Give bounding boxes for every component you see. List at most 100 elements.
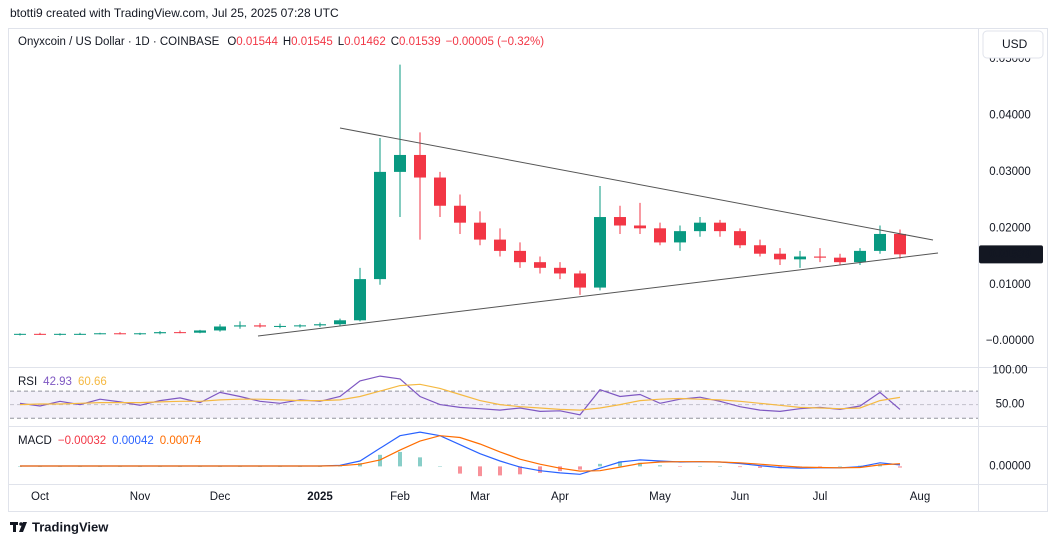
legend: MACD −0.00032 0.00042 0.00074 (18, 435, 202, 447)
brand: TradingView (32, 519, 109, 534)
candle-body (634, 225, 646, 229)
x-tick-label: Jul (813, 491, 828, 503)
macd-histogram-bar (858, 465, 862, 467)
legend: Onyxcoin / US Dollar · 1D · COINBASE O0.0… (18, 36, 544, 48)
macd-histogram-bar (58, 466, 62, 467)
x-tick-label: Feb (390, 491, 410, 503)
macd-histogram-bar (618, 461, 622, 467)
macd-histogram-bar (758, 466, 762, 468)
candle-body (694, 222, 706, 232)
macd-histogram-bar (898, 466, 902, 468)
candle-body (134, 333, 146, 335)
macd-histogram-bar (818, 466, 822, 467)
macd-histogram-bar (318, 466, 322, 467)
candle-body (774, 253, 786, 260)
candle-body (654, 228, 666, 243)
macd-histogram-bar (178, 466, 182, 467)
x-tick-label: Mar (470, 491, 490, 503)
candle-body (234, 325, 246, 327)
macd-histogram-bar (498, 466, 502, 476)
candle-body (374, 171, 386, 280)
legend-key: O (227, 36, 236, 48)
macd-histogram-bar (438, 466, 442, 467)
legend-value: 0.00042 (112, 435, 154, 447)
macd-histogram-bar (478, 466, 482, 477)
candle-body (894, 233, 906, 255)
last-price-tag (979, 245, 1043, 264)
candle-body (534, 262, 546, 268)
y-tick-label: 50.00 (996, 399, 1025, 411)
candle-body (74, 333, 86, 335)
candle-body (214, 326, 226, 331)
candle-body (734, 231, 746, 246)
y-tick-label: 0.02000 (989, 222, 1031, 234)
last-price: 0.01539 (989, 248, 1031, 260)
candle-body (674, 231, 686, 243)
macd-histogram-bar (418, 457, 422, 467)
macd-line (20, 435, 901, 472)
macd-histogram-bar (638, 462, 642, 467)
candle-body (254, 325, 266, 327)
legend-value: 0.01539 (399, 36, 441, 48)
candle-body (194, 330, 206, 333)
legend-key: C (391, 36, 399, 48)
candle-body (554, 267, 566, 274)
macd-histogram-bar (538, 466, 542, 473)
legend-value: 60.66 (78, 376, 107, 388)
candle-body (94, 333, 106, 335)
legend-value: 0.01544 (236, 36, 278, 48)
candle-body (174, 332, 186, 334)
trendline (339, 127, 934, 241)
candle-body (434, 177, 446, 206)
legend-title: MACD (18, 435, 52, 447)
macd-histogram-bar (838, 466, 842, 467)
macd-histogram-bar (598, 463, 602, 467)
macd-histogram-bar (218, 466, 222, 467)
macd-histogram-bar (198, 466, 202, 467)
x-tick-label: May (649, 491, 671, 503)
candle-body (414, 154, 426, 178)
legend-value: 0.01462 (344, 36, 386, 48)
x-tick-label: Nov (130, 491, 151, 503)
legend-value: −0.00032 (58, 435, 106, 447)
x-tick-label: Apr (551, 491, 569, 503)
macd-histogram-bar (398, 451, 402, 467)
currency-button[interactable] (982, 30, 1044, 59)
candle-body (714, 222, 726, 232)
y-tick-label: −0.00000 (986, 335, 1034, 347)
candle-body (794, 256, 806, 260)
legend-value: 42.93 (43, 376, 72, 388)
candle-body (474, 222, 486, 240)
candle-body (454, 205, 466, 223)
macd-histogram-bar (278, 466, 282, 467)
macd-histogram-bar (38, 466, 42, 467)
x-tick-label: Dec (210, 491, 231, 503)
x-tick-label: Oct (31, 491, 50, 503)
macd-histogram-bar (298, 466, 302, 467)
x-tick-label: Jun (731, 491, 750, 503)
y-tick-label: 0.00000 (989, 460, 1031, 472)
candle-body (314, 324, 326, 326)
candle-body (514, 250, 526, 263)
candle-body (494, 239, 506, 251)
candle-body (874, 233, 886, 251)
plot-layer: Onyxcoin / US Dollar · 1D · COINBASE O0.0… (10, 36, 1043, 503)
candle-body (354, 279, 366, 321)
candle-body (834, 257, 846, 263)
legend-key: L (338, 36, 345, 48)
macd-histogram-bar (578, 466, 582, 470)
candle-body (574, 273, 586, 288)
legend-title: Onyxcoin / US Dollar · 1D · COINBASE (18, 36, 220, 48)
rsi-line (19, 375, 901, 416)
candle-body (814, 256, 826, 258)
y-tick-label: 0.03000 (989, 166, 1031, 178)
macd-histogram-bar (158, 466, 162, 467)
candle-body (154, 332, 166, 334)
legend: RSI 42.93 60.66 (18, 376, 107, 388)
macd-histogram-bar (258, 466, 262, 467)
currency[interactable]: USD (1002, 37, 1028, 51)
candle-body (394, 154, 406, 172)
logo-part (19, 522, 27, 532)
